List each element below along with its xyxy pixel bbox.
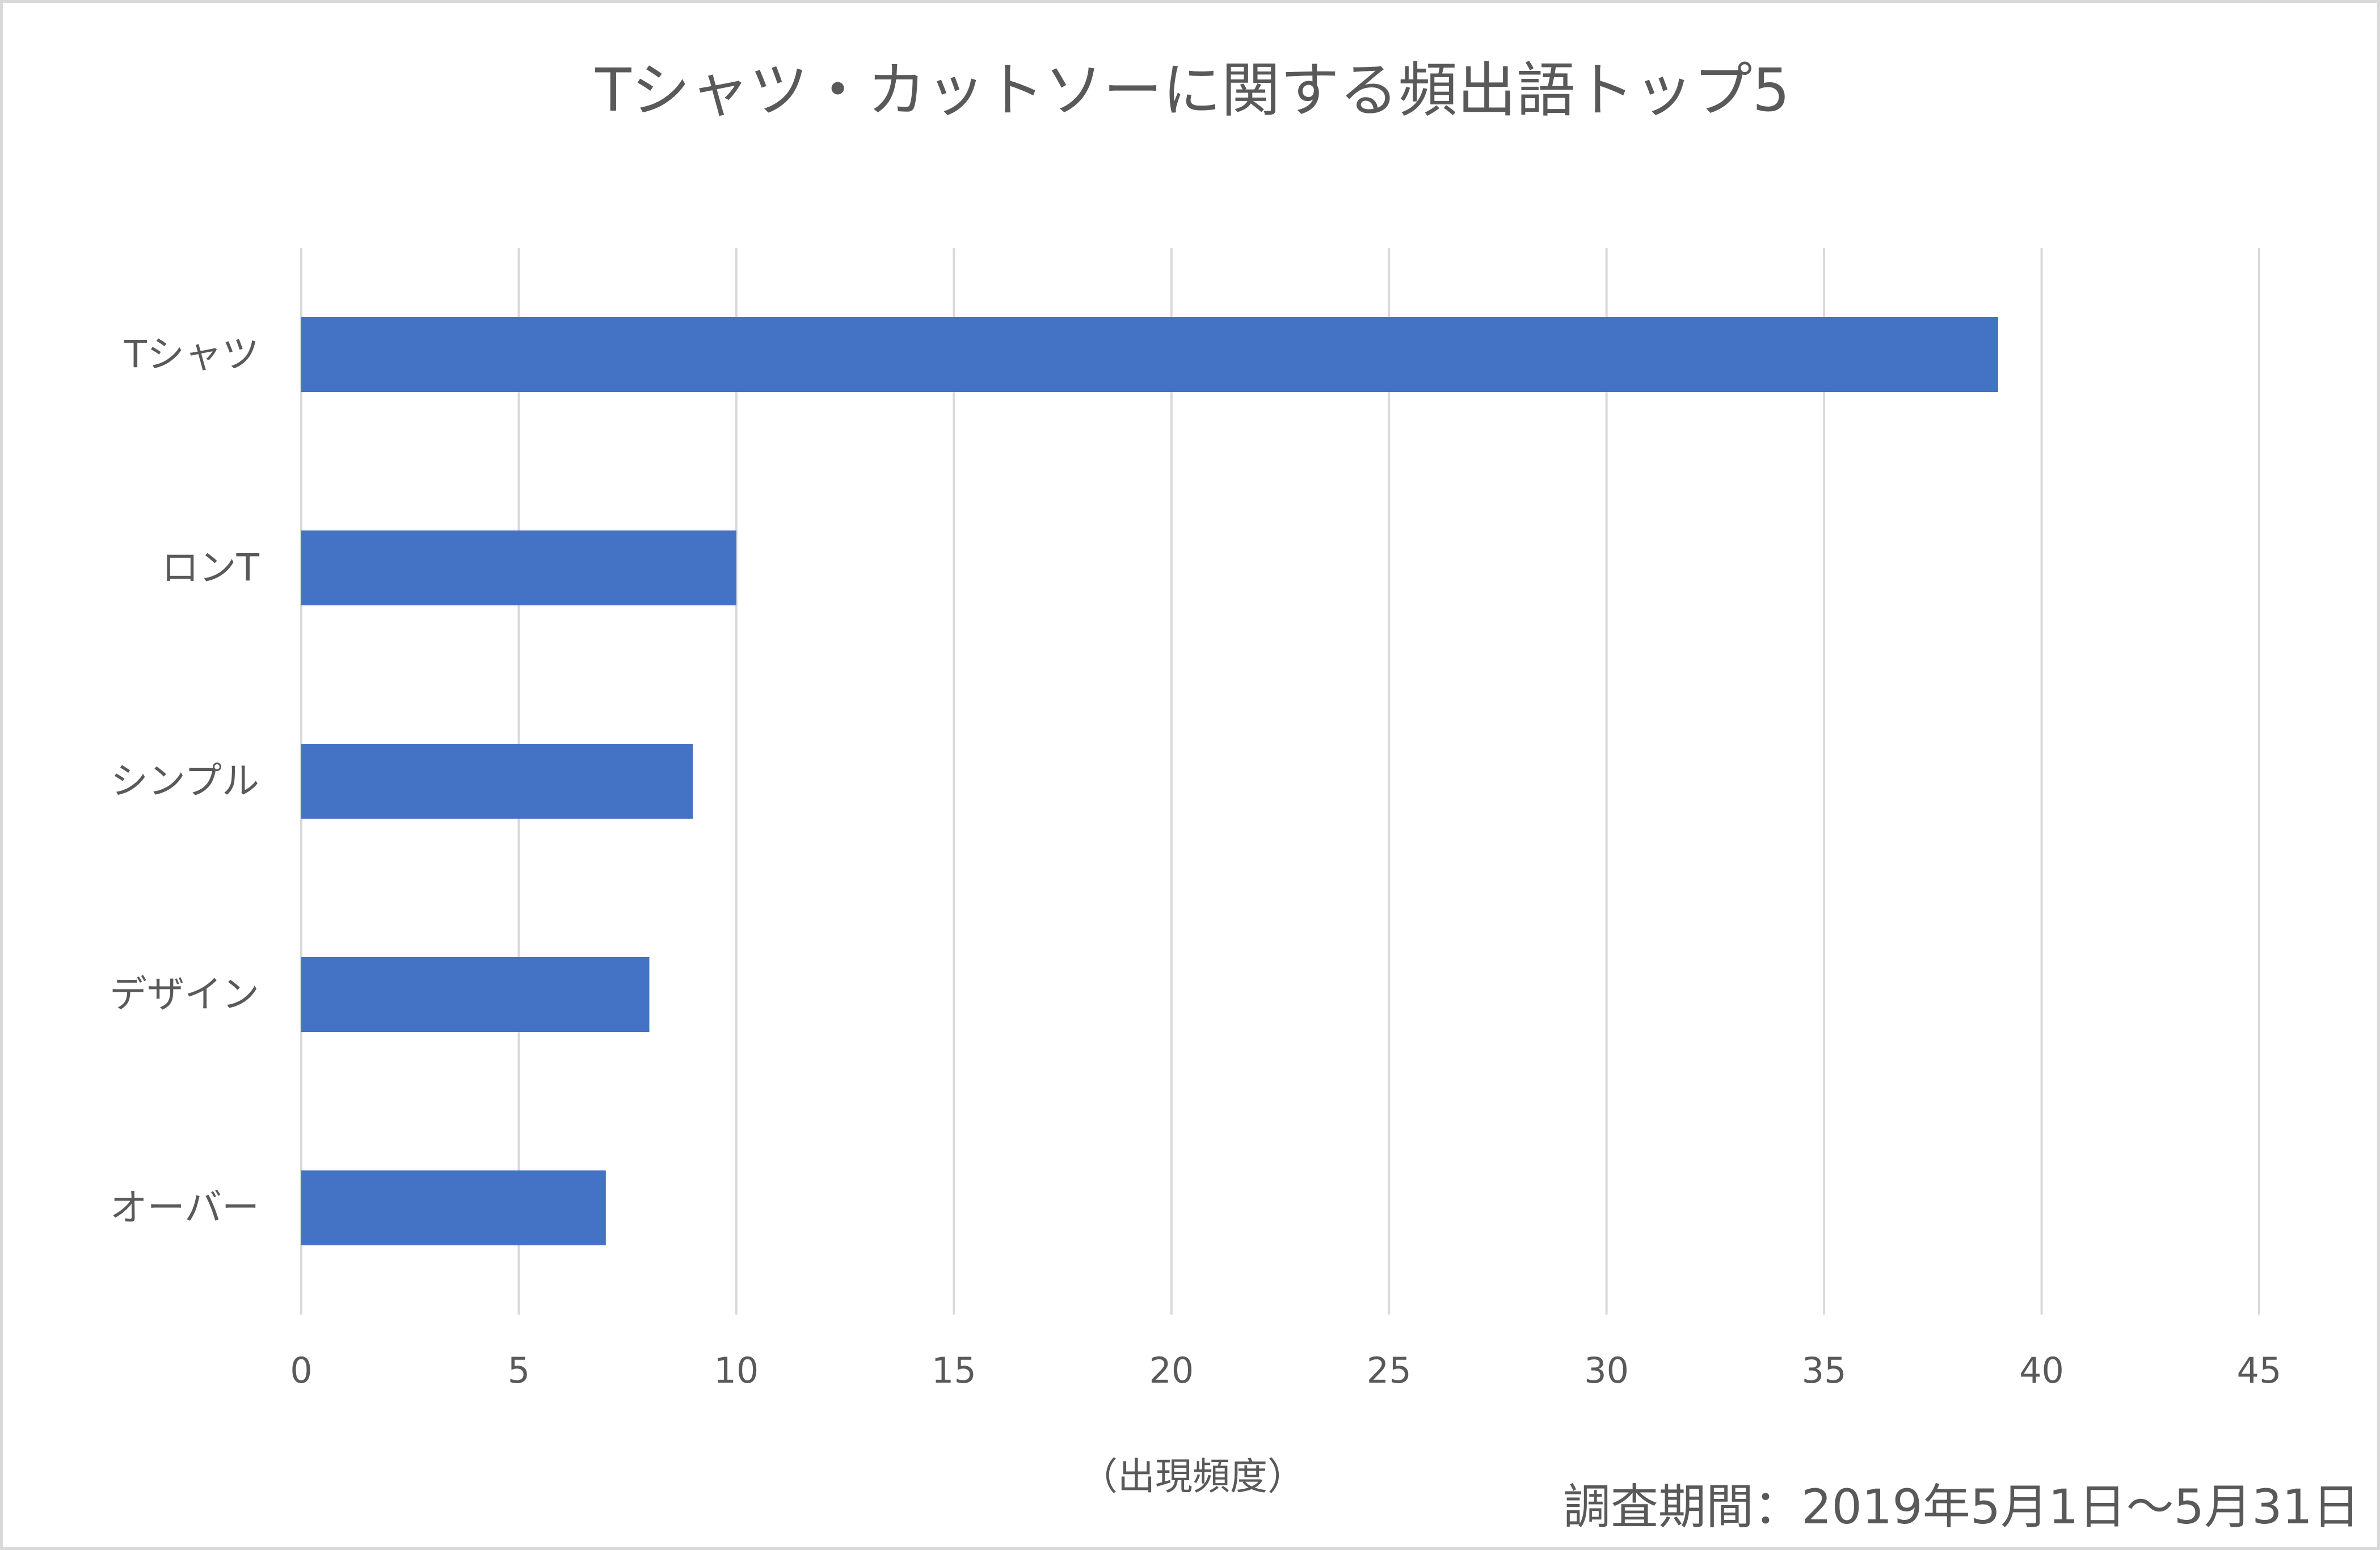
x-axis-label: （出現頻度） (1080, 1455, 1305, 1498)
x-tick-labels: 0 5 10 15 20 25 30 35 40 45 (290, 1350, 2281, 1391)
x-tick-label: 10 (714, 1350, 759, 1391)
category-label: デザイン (109, 972, 259, 1016)
category-label: シンプル (111, 759, 259, 803)
x-tick-label: 40 (2019, 1350, 2064, 1391)
x-tick-label: 5 (508, 1350, 530, 1391)
x-tick-label: 15 (932, 1350, 976, 1391)
chart-title: Tシャツ・カットソーに関する頻出語トップ5 (595, 56, 1790, 125)
bar (301, 530, 736, 605)
x-tick-label: 25 (1367, 1350, 1412, 1391)
category-label: オーバー (110, 1186, 259, 1229)
survey-period-note: 調査期間：2019年5月1日～5月31日 (1563, 1479, 2360, 1535)
x-tick-label: 0 (290, 1350, 312, 1391)
gridlines (300, 248, 2260, 1315)
bars (301, 317, 1998, 1245)
bar (301, 317, 1998, 392)
category-label: ロンT (162, 546, 260, 589)
category-label: Tシャツ (124, 332, 259, 376)
x-tick-label: 35 (1802, 1350, 1847, 1391)
x-tick-label: 45 (2237, 1350, 2282, 1391)
bar (301, 1170, 606, 1245)
bar (301, 744, 693, 819)
x-tick-label: 20 (1149, 1350, 1194, 1391)
x-tick-label: 30 (1584, 1350, 1629, 1391)
bar (301, 957, 650, 1032)
